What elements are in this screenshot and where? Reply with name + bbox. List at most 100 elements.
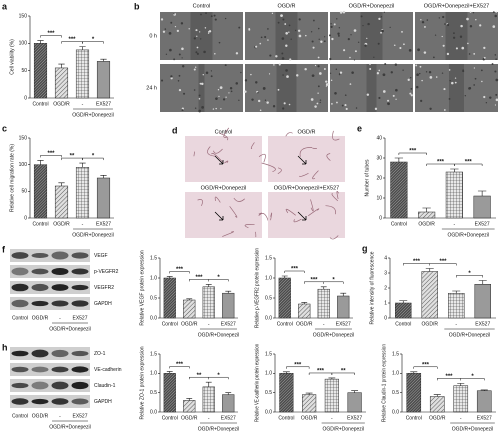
bar-hatch (473, 196, 491, 218)
blot-band (11, 267, 29, 276)
error-bar (422, 207, 431, 212)
group-label: OGD/R+Donepezil (49, 326, 91, 332)
cell (201, 106, 204, 109)
y-axis-label: Relative Claudin-1 protein expression (381, 344, 387, 422)
cell (212, 108, 215, 110)
group-label: OGD/R+Donepezil (49, 424, 91, 430)
cell (378, 17, 381, 21)
x-tick-label: EX527 (221, 415, 236, 421)
x-tick-label: OGD/R (181, 321, 198, 327)
significance-label: *** (465, 160, 473, 166)
cell (277, 88, 280, 91)
tube-network (261, 130, 340, 180)
significance-label: *** (310, 277, 318, 283)
cell (314, 105, 317, 108)
cell (282, 107, 285, 110)
blot-band (51, 398, 69, 405)
cell (420, 19, 422, 21)
cell (426, 19, 429, 21)
x-tick-label: Control (32, 101, 48, 107)
x-tick-label: OGD/R (53, 221, 70, 227)
cell (183, 92, 186, 95)
cell (200, 38, 202, 40)
cell (330, 23, 332, 25)
x-tick-label: EX527 (477, 415, 492, 421)
y-tick-label: 0.5 (150, 390, 157, 396)
cell (394, 63, 398, 66)
error-bar (450, 168, 459, 172)
significance-bracket (286, 366, 310, 369)
cell (305, 34, 307, 37)
cell (441, 72, 444, 74)
cell (350, 34, 352, 36)
y-tick-label: 0.5 (265, 390, 272, 396)
cell (165, 53, 168, 55)
cell (178, 74, 181, 77)
tube-network (270, 190, 339, 240)
cell (473, 67, 476, 69)
error-bar (37, 160, 44, 165)
cell (446, 52, 450, 56)
cell (288, 24, 291, 27)
y-tick-label: 40 (376, 135, 382, 141)
significance-label: *** (176, 362, 184, 368)
x-tick-label: Control (32, 221, 48, 227)
cell (324, 36, 326, 38)
significance-bracket (454, 163, 483, 166)
y-tick-label: 1 (384, 300, 387, 306)
significance-bracket (413, 366, 438, 369)
cell (298, 18, 301, 21)
blot-band (31, 398, 49, 405)
cell (424, 25, 426, 28)
cell (362, 25, 364, 27)
cell (329, 72, 332, 74)
cell (357, 41, 360, 43)
blot-band (11, 252, 29, 259)
lane-label: OGD/R (32, 413, 49, 419)
cell (203, 50, 206, 54)
blot-strip (10, 297, 90, 310)
y-tick-label: 1.5 (392, 351, 399, 357)
cell (255, 81, 258, 84)
cell (442, 44, 445, 47)
cell (494, 54, 497, 56)
cell (198, 97, 201, 100)
cell (390, 71, 393, 74)
cell (210, 70, 213, 72)
cell (374, 107, 378, 111)
cell (389, 26, 391, 28)
bar-hatch (474, 284, 491, 318)
bar-hatch (406, 373, 421, 412)
blot-band (11, 398, 29, 405)
significance-label: * (92, 37, 95, 43)
significance-bracket (208, 376, 229, 380)
cell (419, 65, 422, 68)
cell (213, 14, 216, 17)
cell (459, 35, 463, 38)
cell (467, 42, 469, 45)
cell (452, 36, 456, 39)
cell (347, 38, 350, 41)
cell (417, 48, 420, 52)
x-tick-label: EX527 (475, 321, 490, 327)
cell (454, 81, 457, 84)
cell (421, 20, 425, 24)
y-tick-label: 0.0 (150, 409, 157, 415)
image-label: OGD/R+Donepezil (201, 185, 247, 191)
error-bar (410, 371, 418, 374)
cell (214, 52, 216, 55)
cell (317, 27, 320, 30)
cell (367, 22, 370, 26)
lane-label: EX527 (72, 413, 87, 419)
cell (318, 72, 322, 75)
y-tick-label: 20 (376, 175, 382, 181)
blot-band (11, 299, 29, 308)
panel-letter: c (2, 123, 7, 133)
error-bar (100, 175, 107, 178)
y-tick-label: 1.0 (265, 275, 272, 281)
cell (283, 102, 286, 105)
cell (217, 89, 220, 91)
cell (349, 83, 352, 85)
y-tick-label: 0.5 (150, 295, 157, 301)
cell (495, 98, 499, 102)
